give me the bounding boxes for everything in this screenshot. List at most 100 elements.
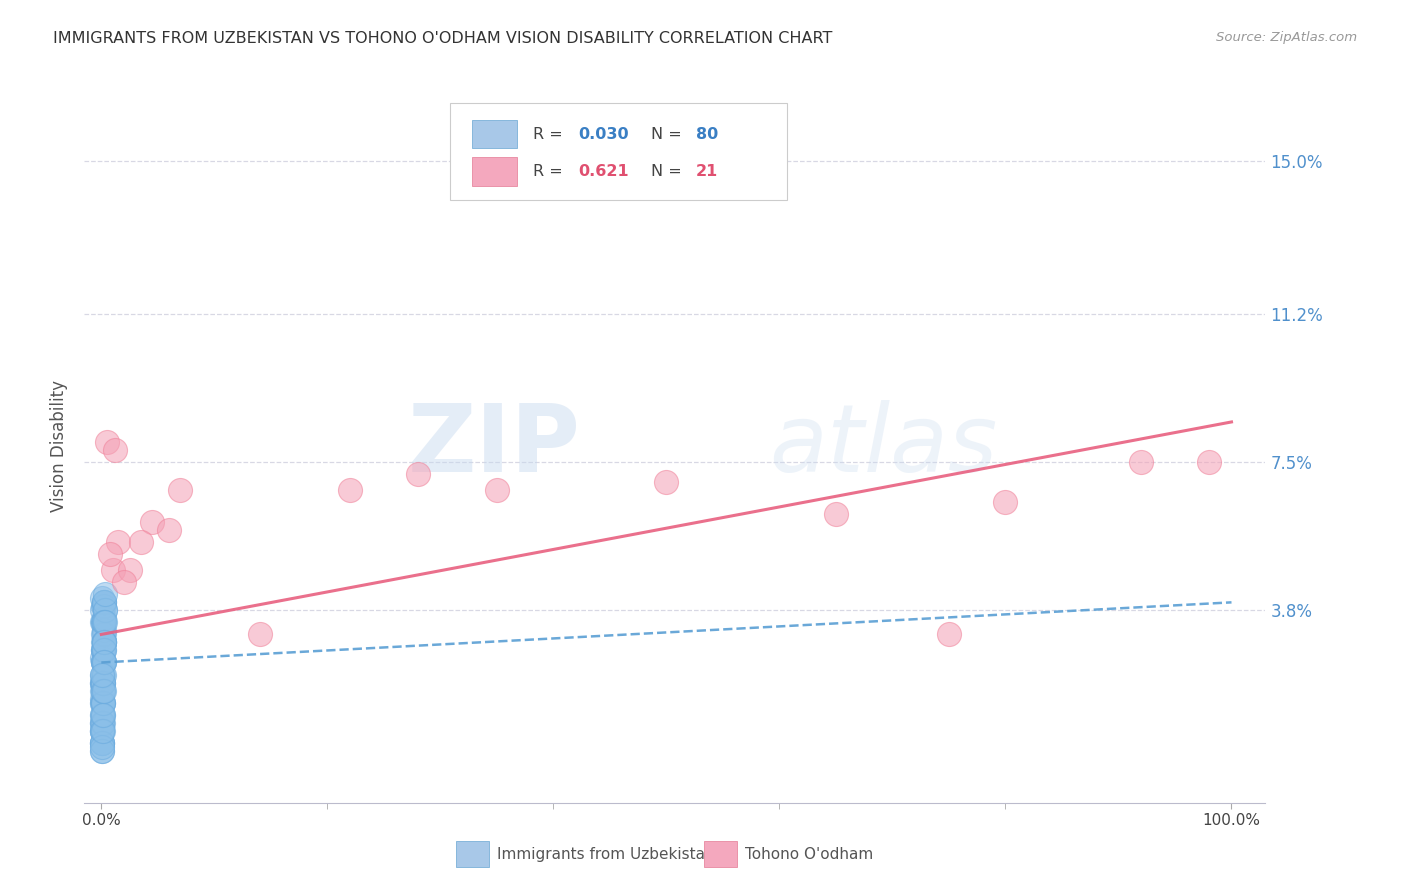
Point: [91, 643, 114, 657]
Point: [91, 696, 114, 710]
Point: [91, 696, 114, 710]
Point: [93, 627, 115, 641]
Point: [91, 691, 114, 706]
Point: [90, 723, 112, 738]
FancyBboxPatch shape: [450, 103, 787, 200]
Point: [994, 495, 1017, 509]
Point: [91, 696, 114, 710]
Point: [91, 635, 114, 649]
Point: [93, 656, 115, 670]
Point: [93, 656, 115, 670]
Point: [93, 683, 115, 698]
Point: [91, 696, 114, 710]
Point: [93, 635, 115, 649]
Point: [93, 643, 115, 657]
Point: [93, 635, 115, 649]
Text: ZIP: ZIP: [408, 400, 581, 492]
Point: [90, 603, 112, 617]
Point: [91, 675, 114, 690]
Point: [825, 507, 848, 521]
Point: [91, 675, 114, 690]
Point: [91, 656, 114, 670]
Bar: [704, 841, 738, 867]
Point: [93, 615, 115, 630]
Point: [655, 475, 678, 489]
Point: [91, 683, 114, 698]
Point: [93, 635, 115, 649]
Text: R =: R =: [533, 127, 568, 142]
Point: [157, 523, 180, 537]
Point: [93, 611, 115, 625]
Text: atlas: atlas: [769, 401, 998, 491]
Point: [93, 667, 115, 681]
Text: 21: 21: [696, 164, 718, 178]
Bar: [472, 157, 516, 186]
Point: [118, 563, 141, 577]
Point: [93, 656, 115, 670]
Point: [91, 651, 114, 665]
Point: [90, 715, 112, 730]
Point: [129, 535, 152, 549]
Point: [91, 615, 114, 630]
Point: [93, 615, 115, 630]
Point: [91, 736, 114, 750]
Point: [93, 656, 115, 670]
Text: N =: N =: [651, 127, 688, 142]
Point: [406, 467, 429, 481]
Point: [91, 723, 114, 738]
Point: [96, 435, 118, 450]
Y-axis label: Vision Disability: Vision Disability: [49, 380, 67, 512]
Point: [1130, 455, 1153, 469]
Point: [91, 739, 114, 754]
Text: N =: N =: [651, 164, 688, 178]
Point: [141, 515, 163, 529]
Point: [93, 595, 115, 609]
Point: [104, 442, 127, 457]
Point: [93, 656, 115, 670]
Point: [91, 627, 114, 641]
Point: [90, 675, 112, 690]
Point: [485, 483, 508, 497]
Point: [91, 667, 114, 681]
Point: [91, 723, 114, 738]
Point: [101, 563, 124, 577]
Point: [93, 675, 115, 690]
Point: [91, 696, 114, 710]
Text: 0.030: 0.030: [578, 127, 628, 142]
Text: Immigrants from Uzbekistan: Immigrants from Uzbekistan: [496, 847, 714, 862]
Point: [90, 736, 112, 750]
Point: [94, 615, 117, 630]
Point: [91, 723, 114, 738]
Point: [93, 603, 115, 617]
Point: [93, 599, 115, 614]
Point: [107, 535, 129, 549]
Point: [91, 591, 114, 606]
Point: [93, 643, 115, 657]
Point: [93, 603, 115, 617]
Text: R =: R =: [533, 164, 568, 178]
Point: [112, 575, 135, 590]
Point: [91, 643, 114, 657]
Text: 80: 80: [696, 127, 718, 142]
Point: [93, 615, 115, 630]
Point: [93, 683, 115, 698]
Point: [91, 667, 114, 681]
Point: [90, 744, 112, 758]
Point: [169, 483, 191, 497]
Point: [938, 627, 960, 641]
Point: [93, 599, 115, 614]
Point: [91, 643, 114, 657]
Point: [93, 595, 115, 609]
Point: [91, 683, 114, 698]
Text: Tohono O'odham: Tohono O'odham: [745, 847, 873, 862]
Point: [93, 635, 115, 649]
Point: [93, 675, 115, 690]
Point: [249, 627, 271, 641]
Point: [339, 483, 361, 497]
Point: [93, 707, 115, 722]
Text: 0.621: 0.621: [578, 164, 628, 178]
Point: [90, 707, 112, 722]
Point: [93, 595, 115, 609]
Point: [90, 736, 112, 750]
Point: [91, 715, 114, 730]
